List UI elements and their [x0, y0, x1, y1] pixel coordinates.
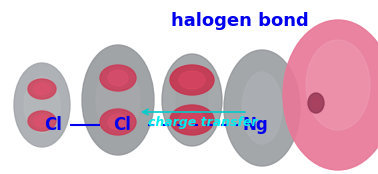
Ellipse shape [14, 63, 70, 147]
Ellipse shape [108, 114, 128, 130]
Ellipse shape [100, 65, 136, 91]
Ellipse shape [82, 45, 154, 155]
Ellipse shape [108, 70, 128, 86]
Text: charge transfer: charge transfer [148, 116, 258, 129]
Ellipse shape [28, 111, 56, 131]
Ellipse shape [308, 93, 324, 113]
Text: Ng: Ng [242, 116, 268, 134]
Ellipse shape [170, 105, 214, 135]
Ellipse shape [283, 20, 378, 170]
Ellipse shape [34, 83, 50, 95]
Ellipse shape [100, 109, 136, 135]
Ellipse shape [176, 72, 208, 128]
Ellipse shape [179, 71, 205, 89]
Ellipse shape [170, 65, 214, 95]
Ellipse shape [242, 72, 282, 144]
Ellipse shape [162, 54, 222, 146]
Ellipse shape [34, 115, 50, 127]
Text: Cl: Cl [44, 116, 62, 134]
Ellipse shape [96, 65, 140, 135]
Ellipse shape [306, 40, 370, 130]
Ellipse shape [179, 111, 205, 129]
Ellipse shape [312, 97, 320, 109]
Ellipse shape [24, 77, 60, 133]
Ellipse shape [28, 79, 56, 99]
Text: Cl: Cl [113, 116, 131, 134]
Ellipse shape [224, 50, 300, 166]
Text: halogen bond: halogen bond [171, 12, 309, 30]
